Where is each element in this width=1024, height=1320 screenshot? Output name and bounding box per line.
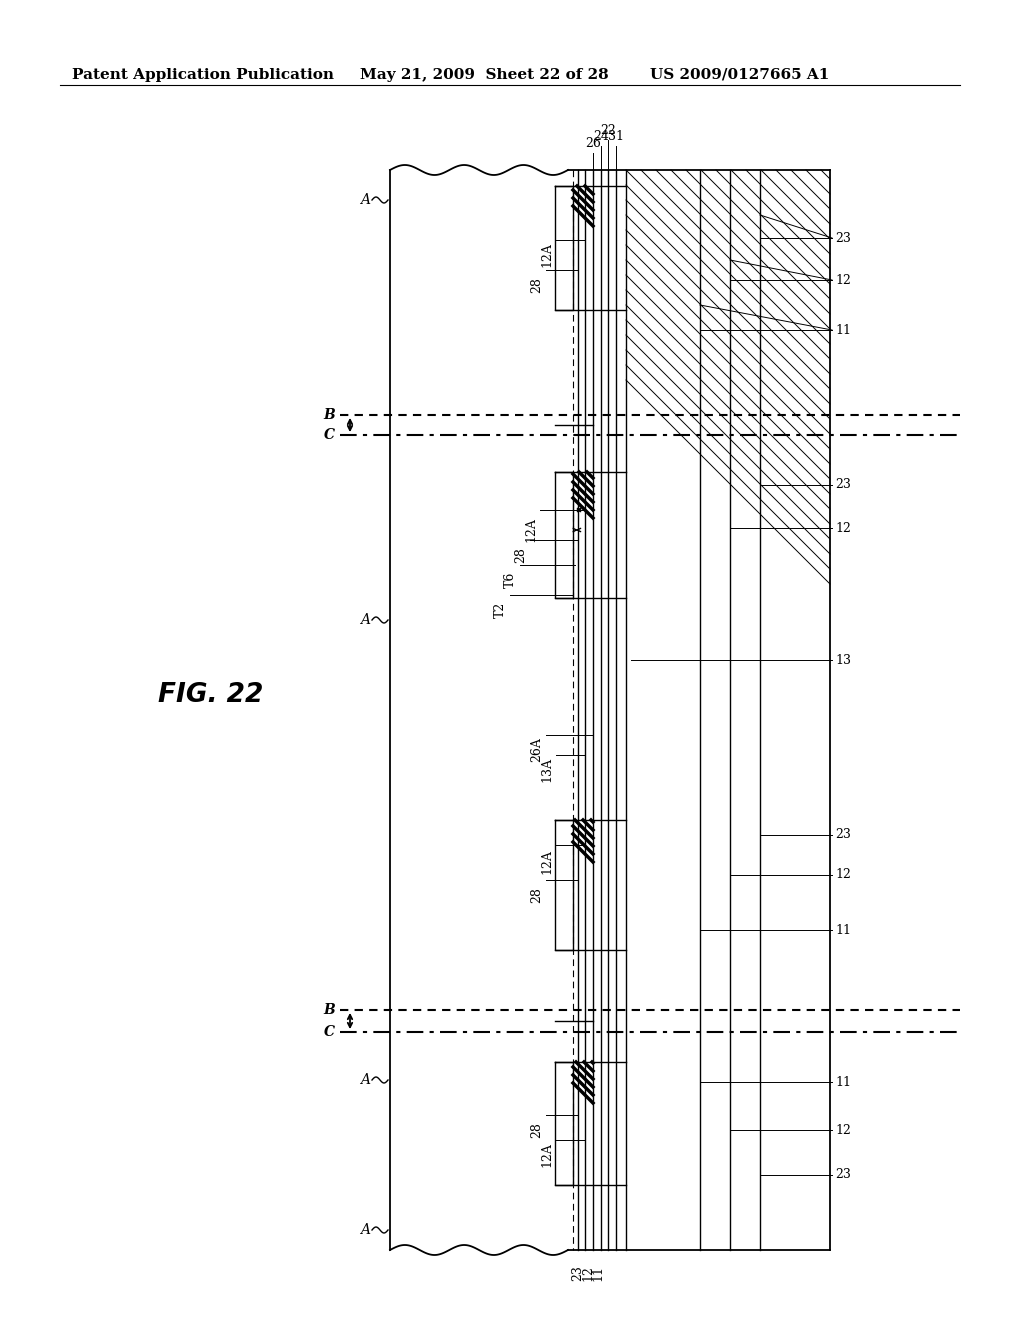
Text: C: C — [324, 1026, 335, 1039]
Text: 23: 23 — [571, 1265, 585, 1280]
Text: 11: 11 — [835, 323, 851, 337]
Text: 23: 23 — [835, 479, 851, 491]
Text: T2: T2 — [494, 602, 507, 618]
Text: FIG. 22: FIG. 22 — [158, 682, 263, 708]
Text: 31: 31 — [608, 129, 624, 143]
Text: 12: 12 — [582, 1265, 595, 1280]
Text: A: A — [360, 1073, 370, 1086]
Text: May 21, 2009  Sheet 22 of 28: May 21, 2009 Sheet 22 of 28 — [360, 69, 608, 82]
Text: 23: 23 — [835, 1168, 851, 1181]
Text: 22: 22 — [600, 124, 615, 137]
Text: 28: 28 — [530, 277, 543, 293]
Text: 12: 12 — [835, 273, 851, 286]
Text: 12A: 12A — [540, 243, 553, 268]
Text: 26A: 26A — [530, 738, 543, 763]
Text: 13: 13 — [835, 653, 851, 667]
Text: 23: 23 — [835, 829, 851, 842]
Text: A: A — [360, 1224, 370, 1237]
Text: Patent Application Publication: Patent Application Publication — [72, 69, 334, 82]
Text: 28: 28 — [514, 546, 527, 562]
Text: 24: 24 — [593, 129, 609, 143]
Text: B: B — [324, 408, 335, 422]
Text: 12A: 12A — [540, 1143, 553, 1167]
Text: 11: 11 — [592, 1265, 604, 1280]
Text: 26: 26 — [585, 137, 601, 150]
Text: 28: 28 — [530, 887, 543, 903]
Text: 12A: 12A — [540, 850, 553, 874]
Text: T6: T6 — [504, 572, 517, 589]
Text: 12A: 12A — [524, 517, 537, 543]
Text: 11: 11 — [835, 924, 851, 936]
Text: 28: 28 — [530, 1122, 543, 1138]
Text: 12: 12 — [835, 521, 851, 535]
Text: A: A — [360, 612, 370, 627]
Text: 12: 12 — [835, 1123, 851, 1137]
Text: US 2009/0127665 A1: US 2009/0127665 A1 — [650, 69, 829, 82]
Text: 12: 12 — [835, 869, 851, 882]
Text: C: C — [324, 428, 335, 442]
Text: B: B — [324, 1003, 335, 1016]
Text: 13A: 13A — [540, 758, 553, 783]
Text: 11: 11 — [835, 1076, 851, 1089]
Text: 23: 23 — [835, 231, 851, 244]
Text: A: A — [360, 193, 370, 207]
